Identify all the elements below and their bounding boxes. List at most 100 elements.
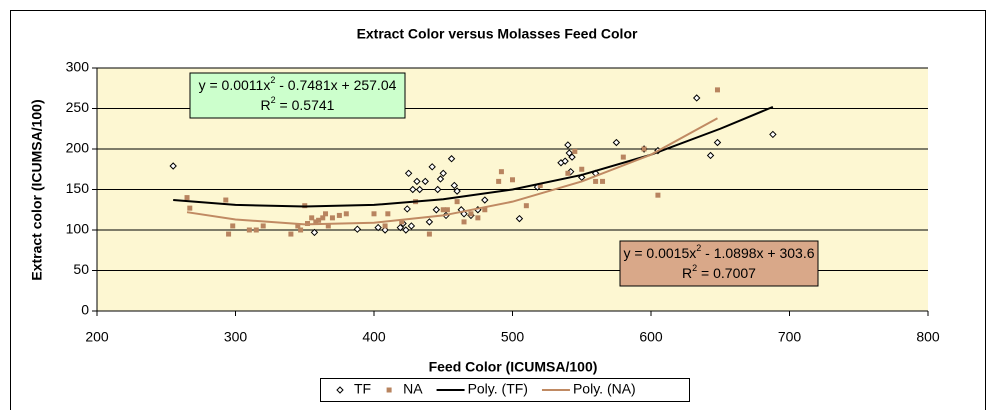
data-point (600, 178, 606, 184)
data-point (714, 87, 720, 93)
equation-part: 2 (271, 95, 276, 105)
data-point (453, 187, 461, 195)
data-point (386, 387, 392, 393)
y-tick-label: 0 (81, 302, 89, 318)
equation-text: R2 = 0.5741 (261, 95, 335, 112)
data-point (713, 138, 722, 147)
data-point (407, 222, 416, 230)
data-point (253, 227, 259, 233)
data-point (385, 211, 391, 217)
legend-label: NA (403, 381, 423, 397)
x-tick-label: 700 (778, 329, 802, 345)
data-point (440, 207, 446, 213)
data-point (454, 199, 460, 205)
x-tick-label: 200 (85, 329, 109, 345)
x-tick-label: 600 (639, 329, 663, 345)
equation-part: 2 (692, 263, 697, 273)
equation-part: - 0.7481x + 257.04 (275, 77, 396, 93)
equation-part: 2 (270, 75, 275, 85)
data-point (184, 195, 190, 201)
data-point (295, 223, 301, 229)
data-point (428, 163, 436, 171)
data-point (320, 215, 326, 221)
data-point (496, 178, 502, 184)
data-point (692, 94, 701, 102)
equation-text: R2 = 0.7007 (682, 263, 756, 280)
x-tick-label: 800 (916, 329, 940, 345)
equation-text: y = 0.0015x2 - 1.0898x + 303.6 (623, 243, 814, 260)
chart-title: Extract Color versus Molasses Feed Color (357, 26, 638, 42)
data-point (461, 219, 467, 225)
data-point (169, 162, 177, 170)
data-point (396, 223, 405, 232)
data-point (336, 386, 344, 394)
equation-part: R (682, 265, 692, 281)
x-tick-label: 400 (362, 329, 386, 345)
data-point (498, 169, 504, 175)
data-point (593, 178, 599, 184)
data-point (336, 212, 342, 218)
data-point (223, 197, 229, 203)
equation-box (619, 240, 819, 287)
data-point (641, 146, 647, 152)
data-point (325, 223, 331, 229)
equation-part: - 1.0898x + 303.6 (701, 245, 814, 261)
data-point (572, 148, 578, 154)
data-point (329, 215, 335, 221)
equation-part: = 0.5741 (276, 97, 335, 113)
y-tick-label: 150 (66, 180, 90, 196)
data-point (309, 215, 315, 221)
equation-part: R (261, 97, 271, 113)
legend-label: Poly. (TF) (468, 381, 528, 397)
data-point (447, 155, 456, 163)
trend-line (186, 117, 718, 226)
data-point (404, 169, 413, 178)
x-tick-label: 300 (224, 329, 248, 345)
data-point (399, 219, 405, 225)
data-point (655, 192, 661, 198)
data-point (310, 228, 319, 237)
data-point (564, 141, 572, 149)
x-axis-title: Feed Color (ICUMSA/100) (429, 359, 598, 375)
y-tick-label: 300 (66, 59, 90, 75)
data-point (482, 207, 488, 213)
data-point (382, 223, 388, 229)
equation-part: y = 0.0015x (623, 245, 696, 261)
y-tick-label: 100 (66, 221, 90, 237)
data-point (561, 157, 569, 165)
data-point (323, 211, 329, 217)
trend-line (173, 105, 774, 208)
data-point (403, 205, 411, 213)
data-point (230, 223, 236, 229)
equation-text: y = 0.0011x2 - 0.7481x + 257.04 (199, 75, 397, 92)
data-point (706, 151, 715, 160)
data-point (565, 170, 571, 176)
y-axis-title: Extract color (ICUMSA/100) (29, 99, 45, 280)
data-point (381, 226, 389, 234)
data-point (298, 227, 304, 233)
y-tick-label: 200 (66, 140, 90, 156)
data-point (426, 231, 432, 237)
equation-box (189, 72, 406, 119)
data-point (568, 153, 576, 161)
equation-part: y = 0.0011x (199, 77, 271, 93)
legend-box (320, 378, 690, 402)
data-point (481, 196, 489, 204)
data-point (436, 175, 445, 183)
data-point (612, 138, 621, 147)
data-point (371, 211, 377, 217)
data-point (425, 218, 434, 226)
y-tick-label: 50 (73, 261, 89, 277)
x-tick-label: 500 (501, 329, 525, 345)
data-point (434, 185, 442, 194)
data-point (374, 223, 382, 232)
data-point (515, 214, 524, 223)
data-point (421, 177, 429, 186)
data-point (450, 181, 459, 190)
data-point (565, 149, 573, 157)
data-point (439, 169, 447, 178)
data-point (226, 231, 232, 237)
data-point (402, 226, 410, 234)
data-point (537, 182, 543, 188)
